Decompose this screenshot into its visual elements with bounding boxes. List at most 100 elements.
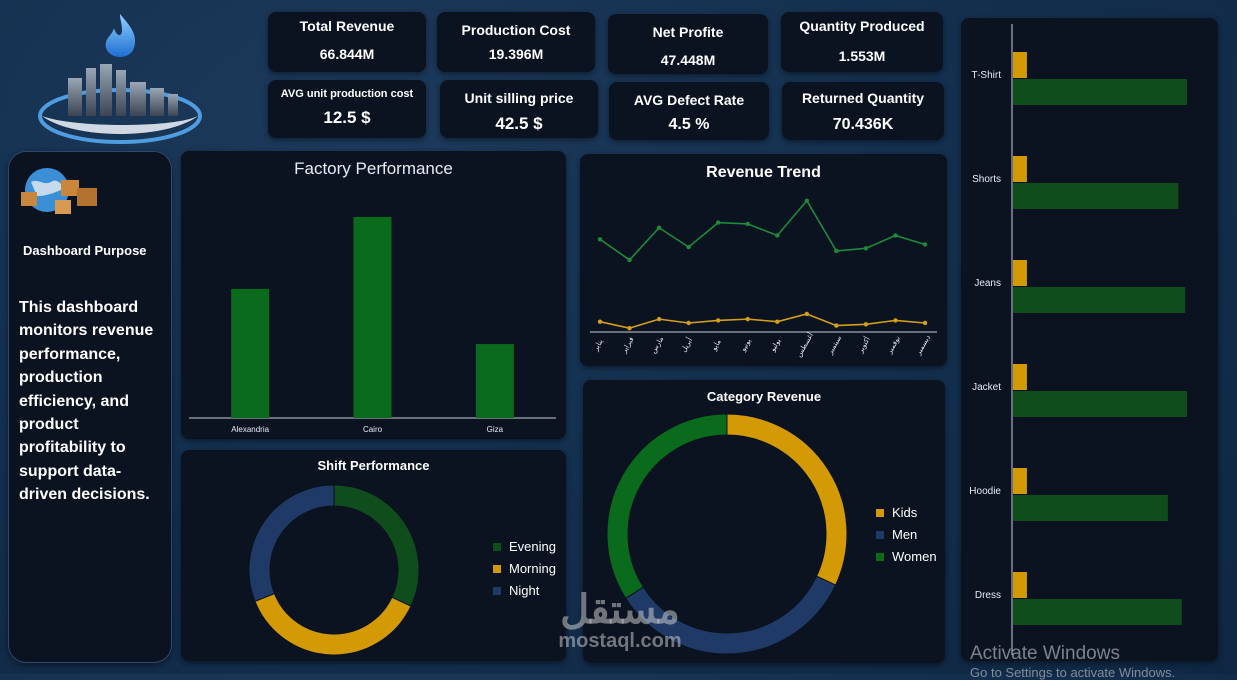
legend-swatch bbox=[876, 552, 884, 561]
kpi-value: 42.5 $ bbox=[495, 114, 543, 133]
y-tick-label: Jacket bbox=[972, 382, 1001, 393]
x-tick-label: يوليو bbox=[768, 337, 782, 354]
factory-performance-panel: Factory Performance Alexandria Cairo Giza bbox=[181, 151, 566, 439]
kpi-value: 66.844M bbox=[319, 46, 375, 62]
chart-title: Category Revenue bbox=[706, 389, 822, 404]
x-tick-label: أبريل bbox=[678, 335, 694, 353]
product-bar-chart: T-Shirt Shorts Jeans Jacket Hoodie Dress bbox=[969, 24, 1187, 655]
bar-green-jacket bbox=[1013, 391, 1187, 417]
legend-swatch bbox=[876, 530, 884, 539]
activate-title: Activate Windows bbox=[970, 643, 1120, 664]
kpi-label: AVG Defect Rate bbox=[633, 92, 745, 108]
data-point bbox=[775, 319, 780, 324]
x-tick-label: سبتمبر bbox=[827, 335, 844, 357]
company-logo bbox=[34, 8, 206, 150]
bar-giza bbox=[475, 344, 514, 418]
kpi-value: 12.5 $ bbox=[323, 108, 371, 127]
x-tick-label: Cairo bbox=[363, 425, 383, 434]
kpi-label: Total Revenue bbox=[299, 18, 395, 34]
x-tick-label: نوفمبر bbox=[886, 335, 902, 356]
x-tick-label: يناير bbox=[591, 338, 604, 353]
product-bar-panel: T-Shirt Shorts Jeans Jacket Hoodie Dress bbox=[961, 18, 1218, 661]
category-legend: Kids Men Women bbox=[876, 505, 937, 571]
legend-swatch bbox=[876, 508, 884, 517]
kpi-unit-price: Unit silling price 42.5 $ bbox=[440, 80, 598, 138]
kpi-value: 19.396M bbox=[488, 46, 544, 62]
bar-green-t-shirt bbox=[1013, 79, 1187, 105]
kpi-production-cost: Production Cost 19.396M bbox=[437, 12, 595, 72]
y-tick-label: Shorts bbox=[972, 174, 1001, 185]
purpose-text: This dashboard monitors revenue performa… bbox=[19, 299, 154, 504]
x-tick-label: أغسطس bbox=[793, 330, 815, 358]
legend-item-night: Night bbox=[493, 583, 556, 598]
shift-legend: Evening Morning Night bbox=[493, 539, 556, 605]
legend-item-evening: Evening bbox=[493, 539, 556, 554]
data-point bbox=[804, 198, 810, 203]
kpi-avg-unit-cost: AVG unit production cost 12.5 $ bbox=[268, 80, 426, 138]
bar-green-shorts bbox=[1013, 183, 1179, 209]
slice-evening bbox=[333, 484, 420, 607]
data-point bbox=[834, 248, 839, 254]
kpi-value: 4.5 % bbox=[668, 116, 710, 133]
data-point bbox=[922, 320, 928, 326]
bar-gold-hoodie bbox=[1013, 468, 1027, 494]
data-point bbox=[686, 244, 691, 250]
slice-kids bbox=[726, 413, 848, 586]
mostaql-watermark: مستقل mostaql.com bbox=[545, 590, 695, 652]
y-tick-label: Dress bbox=[975, 590, 1001, 601]
legend-label: Men bbox=[892, 527, 918, 542]
legend-swatch bbox=[493, 564, 501, 573]
kpi-label: Quantity Produced bbox=[799, 18, 925, 34]
y-tick-label: Hoodie bbox=[969, 486, 1001, 497]
series-line-1 bbox=[599, 199, 926, 261]
kpi-total-revenue: Total Revenue 66.844M bbox=[268, 12, 426, 72]
y-tick-label: Jeans bbox=[974, 278, 1001, 289]
kpi-returned-quantity: Returned Quantity 70.436K bbox=[782, 82, 944, 140]
data-point bbox=[597, 319, 603, 324]
bar-gold-jeans bbox=[1013, 260, 1027, 286]
kpi-quantity-produced: Quantity Produced 1.553M bbox=[781, 12, 943, 72]
kpi-value: 70.436K bbox=[832, 116, 894, 133]
revenue-line-chart: يناير فبراير مارس أبريل مايو يونيو يوليو أغسطس س… bbox=[590, 198, 937, 358]
slice-night bbox=[248, 484, 335, 602]
x-tick-label: مارس bbox=[649, 335, 665, 355]
data-point bbox=[922, 242, 928, 247]
data-point bbox=[597, 237, 603, 242]
x-tick-label: يونيو bbox=[740, 338, 753, 354]
kpi-label: AVG unit production cost bbox=[280, 88, 414, 100]
shift-performance-panel: Shift Performance Evening Morning Night bbox=[181, 450, 566, 661]
kpi-avg-defect-rate: AVG Defect Rate 4.5 % bbox=[609, 82, 769, 140]
bar-green-hoodie bbox=[1013, 495, 1168, 521]
watermark-latin: mostaql.com bbox=[558, 630, 682, 652]
data-point bbox=[893, 318, 898, 323]
bar-cairo bbox=[353, 216, 392, 418]
legend-label: Evening bbox=[509, 539, 556, 554]
x-tick-label: أكتوبر bbox=[854, 335, 872, 355]
bar-gold-jacket bbox=[1013, 364, 1027, 390]
purpose-title: Dashboard Purpose bbox=[23, 243, 147, 258]
series-line-2 bbox=[599, 313, 926, 329]
data-point bbox=[715, 318, 721, 323]
slice-women bbox=[606, 413, 728, 599]
bar-gold-t-shirt bbox=[1013, 52, 1027, 78]
x-tick-label: Giza bbox=[487, 425, 504, 434]
data-point bbox=[863, 246, 869, 251]
revenue-trend-panel: Revenue Trend يناير فبراير مارس أبريل مايو يو… bbox=[580, 154, 947, 366]
bar-green-dress bbox=[1013, 599, 1182, 625]
legend-label: Night bbox=[509, 583, 540, 598]
legend-item-men: Men bbox=[876, 527, 937, 542]
data-point bbox=[656, 316, 662, 322]
data-point bbox=[627, 257, 632, 263]
legend-item-kids: Kids bbox=[876, 505, 937, 520]
legend-swatch bbox=[493, 542, 501, 551]
data-point bbox=[834, 323, 839, 328]
data-point bbox=[745, 316, 750, 322]
factory-bar-chart: Alexandria Cairo Giza bbox=[189, 216, 556, 434]
bar-gold-dress bbox=[1013, 572, 1027, 598]
data-point bbox=[893, 233, 898, 238]
x-tick-label: Alexandria bbox=[231, 425, 269, 434]
legend-item-morning: Morning bbox=[493, 561, 556, 576]
chart-title: Shift Performance bbox=[317, 458, 430, 473]
y-tick-label: T-Shirt bbox=[972, 70, 1002, 81]
data-point bbox=[775, 233, 780, 238]
